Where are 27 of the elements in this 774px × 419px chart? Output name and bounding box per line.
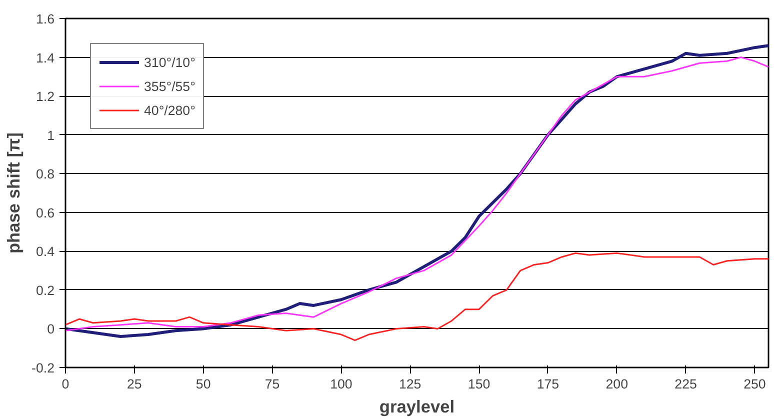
y-tick-label: -0.2 [32, 360, 54, 376]
y-tick-label: 0.8 [36, 166, 55, 182]
y-tick-label: 1.4 [36, 50, 56, 66]
x-tick-label: 250 [744, 376, 766, 392]
y-tick-label: 0.2 [36, 282, 55, 298]
y-tick-label: 1.2 [36, 89, 55, 104]
x-tick-label: 175 [536, 376, 560, 392]
y-tick-label: 0 [47, 322, 55, 337]
x-tick-label: 0 [62, 376, 70, 392]
x-tick-label: 25 [127, 376, 142, 392]
x-tick-label: 225 [674, 376, 697, 392]
x-tick-label: 200 [606, 376, 628, 392]
x-tick-label: 100 [330, 376, 352, 392]
x-tick-label: 75 [264, 376, 280, 392]
legend-label: 355°/55° [144, 78, 196, 94]
x-tick-label: 50 [196, 376, 211, 392]
y-tick-label: 1 [47, 128, 55, 143]
legend-label: 40°/280° [144, 102, 196, 118]
line-series [66, 252, 768, 342]
x-tick-label: 125 [398, 376, 422, 392]
y-tick-label: 0.4 [36, 244, 56, 260]
y-tick-label: 1.6 [36, 12, 55, 26]
y-axis-title: phase shift [π] [4, 132, 24, 254]
x-axis-title: graylevel [379, 396, 455, 416]
legend-label: 310°/10° [144, 54, 196, 70]
y-tick-label: 0.6 [36, 205, 55, 220]
x-tick-label: 150 [468, 376, 490, 392]
